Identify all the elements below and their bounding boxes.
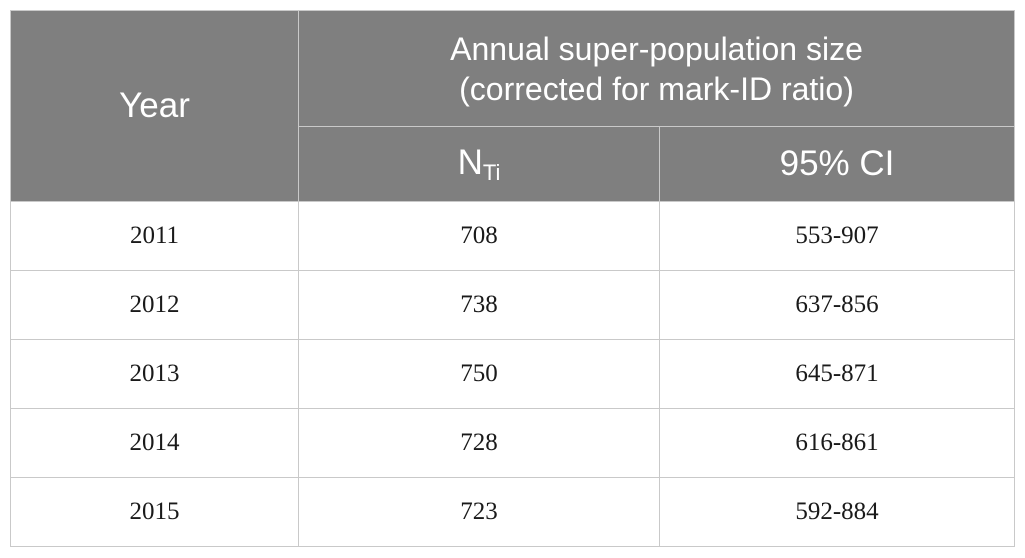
year-cell: 2012: [10, 270, 299, 340]
year-cell: 2013: [10, 339, 299, 409]
population-group-header: Annual super-population size (corrected …: [298, 10, 1015, 127]
group-header-line-2: (corrected for mark-ID ratio): [459, 70, 854, 107]
ci-cell: 637-856: [659, 270, 1015, 340]
population-size-table: Year Annual super-population size (corre…: [10, 10, 1015, 547]
n-header-subscript: Ti: [482, 159, 501, 185]
n-cell: 738: [298, 270, 660, 340]
table-row: 2015 723 592-884: [10, 477, 1015, 547]
ci-cell: 616-861: [659, 408, 1015, 478]
year-cell: 2014: [10, 408, 299, 478]
ci-cell: 553-907: [659, 201, 1015, 271]
year-cell: 2011: [10, 201, 299, 271]
n-header-main: N: [457, 142, 483, 182]
n-cell: 750: [298, 339, 660, 409]
n-column-header: NTi: [298, 126, 660, 202]
n-cell: 723: [298, 477, 660, 547]
header-row-1: Year Annual super-population size (corre…: [10, 10, 1015, 202]
year-cell: 2015: [10, 477, 299, 547]
table-body: 2011 708 553-907 2012 738 637-856 2013 7…: [10, 201, 1015, 547]
year-column-header: Year: [10, 10, 299, 202]
ci-cell: 592-884: [659, 477, 1015, 547]
table-row: 2014 728 616-861: [10, 408, 1015, 478]
group-header-line-1: Annual super-population size: [450, 30, 863, 67]
table-row: 2011 708 553-907: [10, 201, 1015, 271]
n-cell: 728: [298, 408, 660, 478]
table-header: Year Annual super-population size (corre…: [10, 10, 1015, 202]
header-row-2: NTi 95% CI: [11, 126, 1015, 202]
ci-column-header: 95% CI: [659, 126, 1015, 202]
n-cell: 708: [298, 201, 660, 271]
data-table-container: Year Annual super-population size (corre…: [10, 10, 1015, 547]
table-row: 2013 750 645-871: [10, 339, 1015, 409]
ci-cell: 645-871: [659, 339, 1015, 409]
table-row: 2012 738 637-856: [10, 270, 1015, 340]
